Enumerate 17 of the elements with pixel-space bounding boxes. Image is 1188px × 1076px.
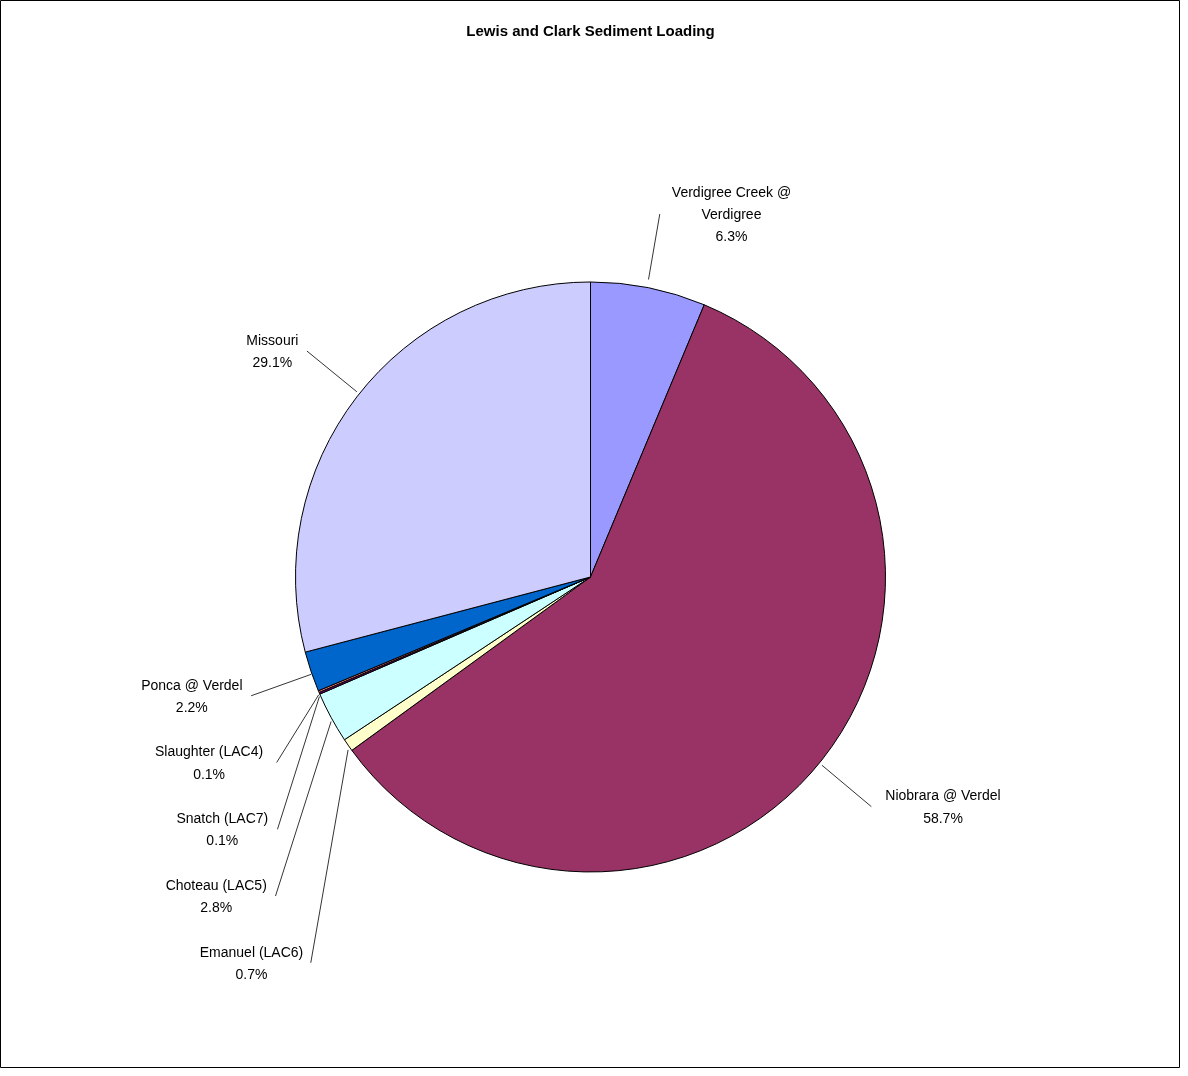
slice-label: Missouri	[246, 331, 299, 348]
slice-label: Snatch (LAC7)	[176, 810, 269, 827]
slice-label: Choteau (LAC5)	[165, 876, 267, 893]
slice-label: Emanuel (LAC6)	[199, 943, 304, 960]
data-label: 0.1%	[206, 832, 239, 849]
data-label: 58.7%	[923, 809, 963, 826]
slice-label: Verdigree Creek @ Verdigree	[671, 183, 792, 223]
data-label: 2.8%	[200, 899, 233, 916]
data-label: 29.1%	[252, 354, 293, 371]
slice-label: Ponca @ Verdel	[141, 676, 243, 693]
data-label: 6.3%	[715, 228, 748, 245]
data-label: 0.1%	[193, 765, 226, 782]
data-label: 2.2%	[175, 698, 208, 715]
data-label: 0.7%	[235, 965, 268, 982]
slice-label: Niobrara @ Verdel	[885, 787, 1001, 804]
chart-title: Lewis and Clark Sediment Loading	[466, 22, 715, 40]
slice-label: Slaughter (LAC4)	[155, 743, 264, 760]
